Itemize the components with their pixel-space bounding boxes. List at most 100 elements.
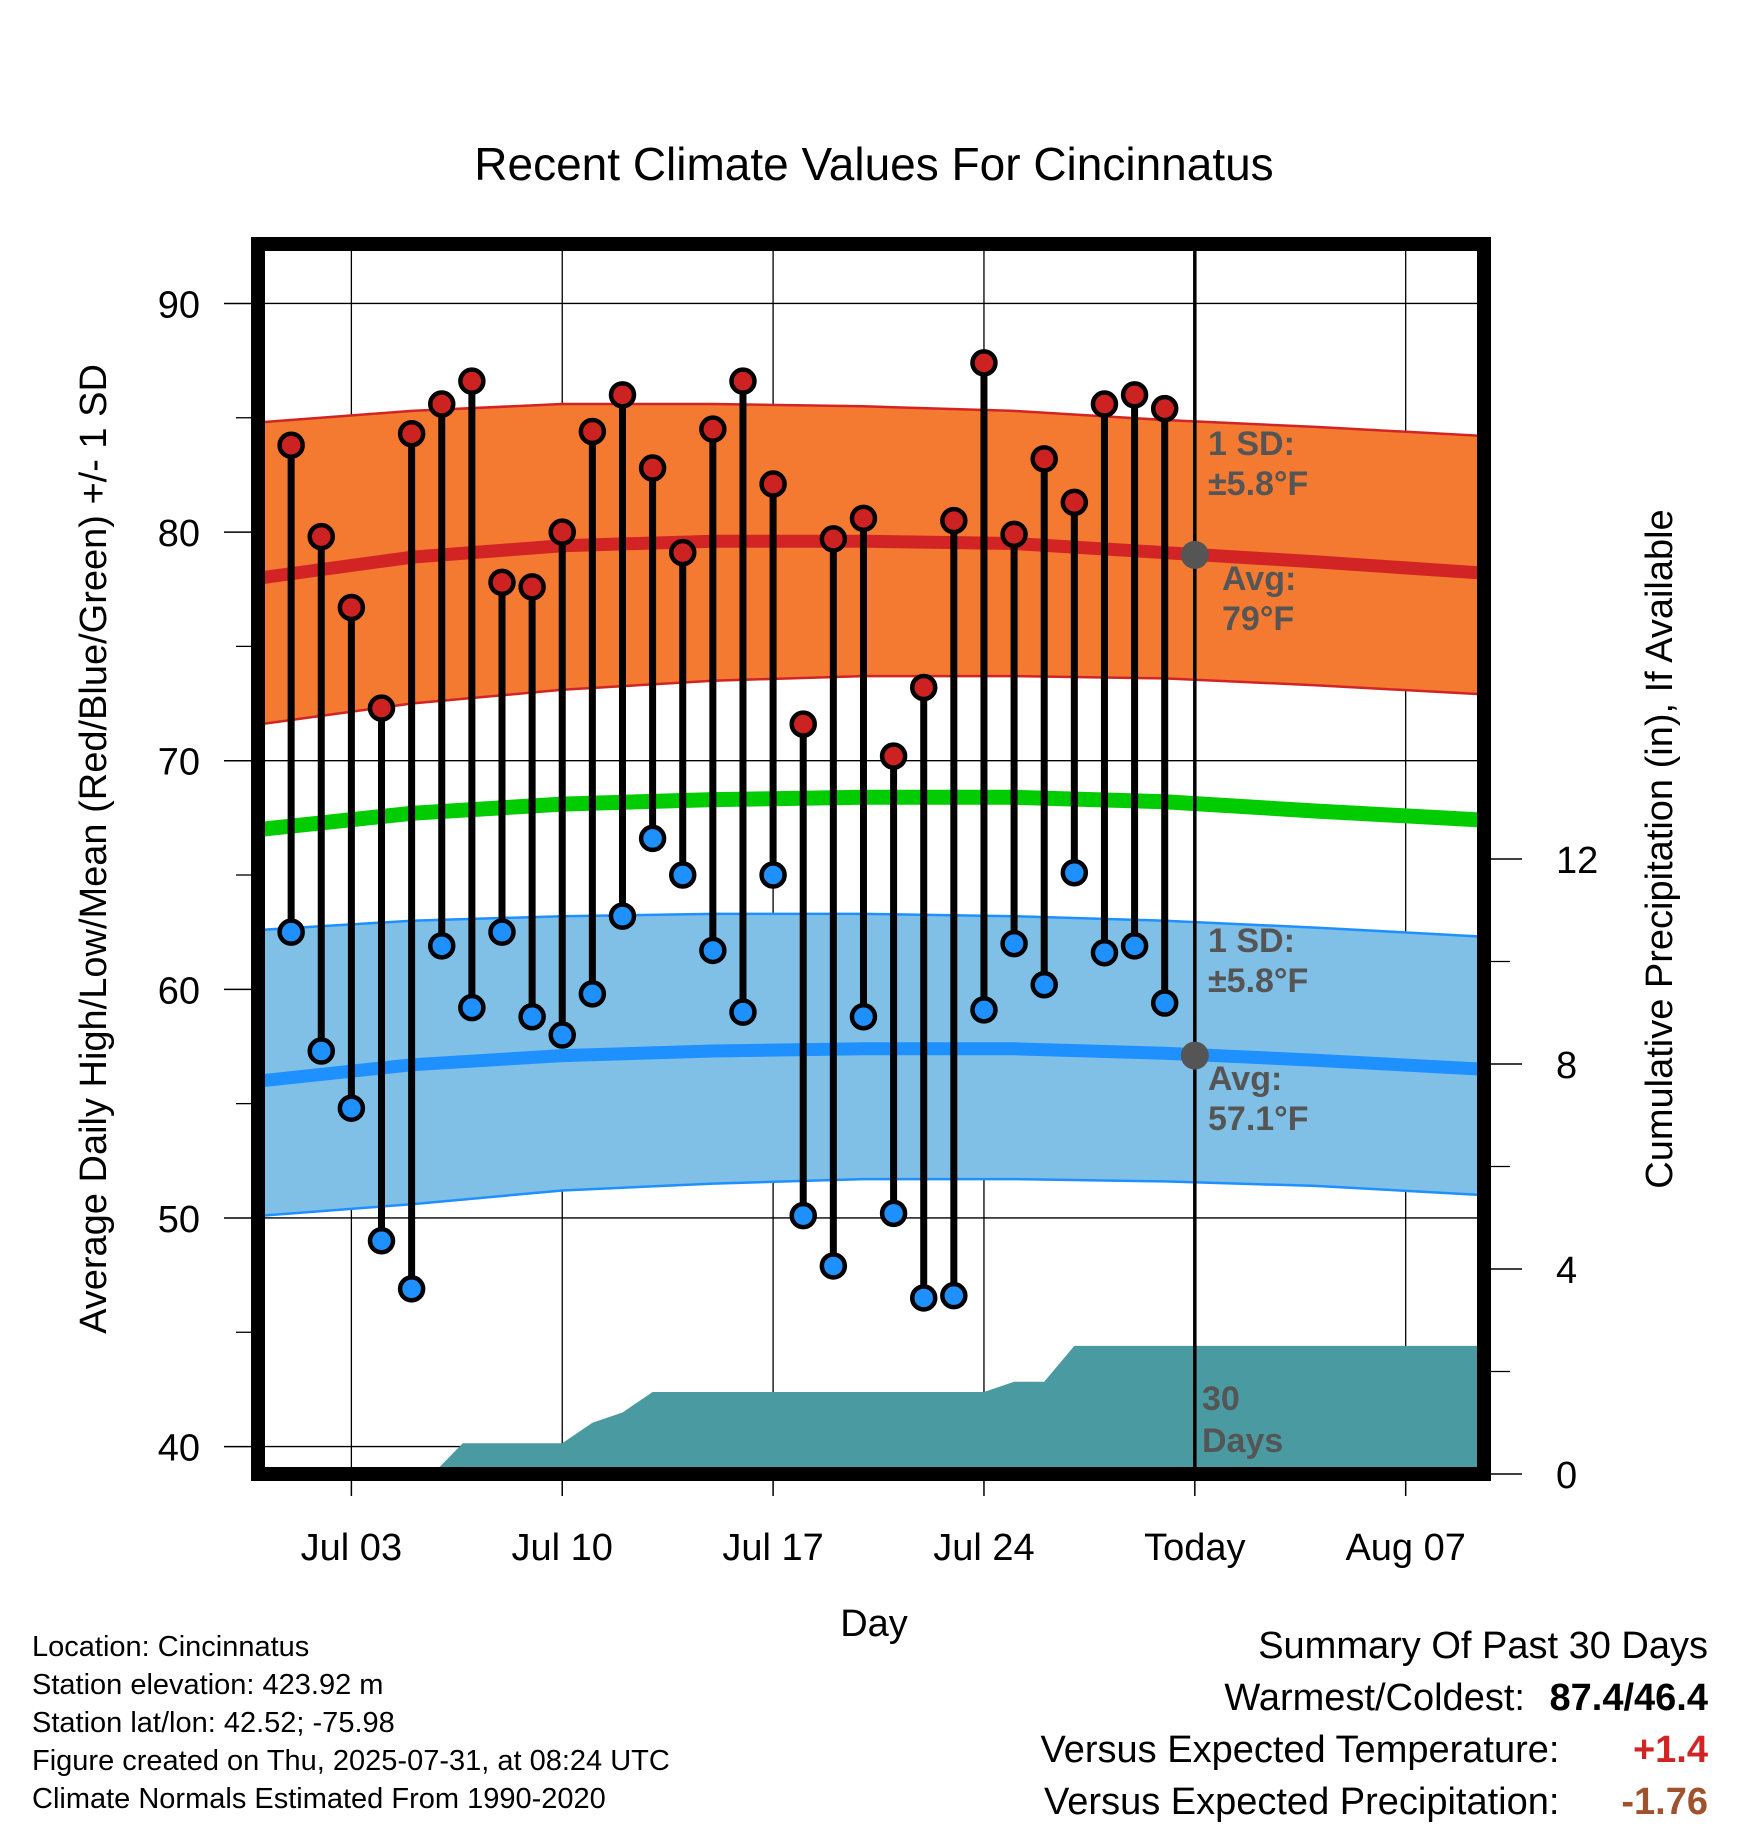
- daily-low-point: [1060, 858, 1089, 887]
- normals-text: Climate Normals Estimated From 1990-2020: [32, 1783, 606, 1815]
- daily-high-point: [819, 525, 848, 553]
- normal-high-sd-band: [261, 404, 1484, 725]
- low-sd-value: ±5.8°F: [1208, 962, 1308, 1000]
- x-tick-label: Aug 07: [1345, 1527, 1465, 1569]
- daily-low-point: [488, 918, 516, 946]
- daily-high-point: [970, 349, 998, 377]
- high-avg-value: 79°F: [1222, 600, 1294, 638]
- y-left-tick-label: 60: [158, 970, 200, 1012]
- daily-low-point: [970, 996, 998, 1024]
- daily-high-point: [909, 673, 938, 702]
- summary-panel: Summary Of Past 30 Days Warmest/Coldest:…: [1041, 1620, 1708, 1828]
- daily-low-point: [849, 1003, 878, 1031]
- daily-low-point: [819, 1252, 848, 1280]
- daily-high-point: [307, 522, 336, 551]
- latlon-text: Station lat/lon: 42.52; -75.98: [32, 1707, 395, 1739]
- daily-low-point: [789, 1201, 817, 1230]
- daily-low-point: [397, 1275, 426, 1303]
- summary-precip: Versus Expected Precipitation: -1.76: [1041, 1776, 1708, 1828]
- warm-cold-value: 87.4/46.4: [1549, 1677, 1708, 1719]
- location-text: Location: Cincinnatus: [32, 1631, 310, 1663]
- precip-days-number: 30: [1202, 1380, 1240, 1418]
- temp-value: +1.4: [1632, 1729, 1708, 1771]
- daily-high-point: [1120, 381, 1149, 409]
- daily-high-point: [397, 420, 426, 448]
- low-sd-label: 1 SD:: [1208, 922, 1295, 960]
- x-axis-label: Day: [840, 1603, 908, 1645]
- y-right-tick-label: 8: [1556, 1045, 1577, 1087]
- chart-title: Recent Climate Values For Cincinnatus: [474, 138, 1273, 190]
- daily-high-point: [1000, 520, 1028, 549]
- daily-low-point: [427, 932, 456, 960]
- created-text: Figure created on Thu, 2025-07-31, at 08…: [32, 1745, 670, 1777]
- y-right-tick-label: 4: [1556, 1250, 1577, 1292]
- daily-low-point: [638, 824, 667, 853]
- daily-high-point: [367, 694, 396, 722]
- daily-low-point: [578, 980, 607, 1008]
- high-sd-value: ±5.8°F: [1208, 465, 1308, 503]
- daily-high-point: [729, 367, 757, 395]
- daily-low-point: [879, 1199, 908, 1228]
- x-tick-label: Jul 24: [933, 1527, 1034, 1569]
- x-tick-label: Jul 03: [301, 1527, 402, 1569]
- daily-low-point: [518, 1003, 546, 1031]
- plot-frame: [251, 237, 1491, 1481]
- daily-low-point: [1090, 938, 1119, 967]
- y-left-tick-label: 40: [158, 1428, 200, 1470]
- daily-high-point: [608, 381, 637, 409]
- daily-high-point: [849, 504, 878, 533]
- daily-low-point: [1000, 929, 1028, 958]
- normal-low-lower-line: [260, 1177, 1484, 1217]
- y-axis-right-label: Cumulative Precipitation (in), If Availa…: [1639, 509, 1681, 1188]
- daily-high-point: [1060, 488, 1089, 517]
- daily-low-point: [940, 1281, 968, 1310]
- y-left-tick-label: 70: [158, 742, 200, 784]
- high-avg-label: Avg:: [1222, 560, 1296, 598]
- summary-warm-cold: Warmest/Coldest: 87.4/46.4: [1041, 1672, 1708, 1724]
- daily-low-point: [367, 1227, 396, 1255]
- daily-low-point: [759, 861, 787, 889]
- daily-high-point: [1030, 445, 1058, 473]
- daily-low-point: [1030, 970, 1058, 999]
- daily-high-point: [789, 710, 817, 738]
- normal-low-avg-line: [260, 1042, 1484, 1088]
- daily-low-point: [458, 993, 486, 1022]
- daily-low-point: [608, 902, 637, 930]
- low-avg-value: 57.1°F: [1208, 1100, 1309, 1138]
- elevation-text: Station elevation: 423.92 m: [32, 1669, 384, 1701]
- x-tick-label: Jul 10: [512, 1527, 613, 1569]
- daily-low-point: [277, 918, 305, 946]
- daily-low-point: [548, 1021, 576, 1049]
- daily-high-point: [427, 390, 456, 418]
- y-left-tick-label: 90: [158, 284, 200, 326]
- cumulative-precip-area: [432, 1345, 1484, 1474]
- daily-low-point: [1120, 932, 1149, 960]
- x-tick-label: Today: [1144, 1527, 1245, 1569]
- today-low-avg-marker: [1180, 1041, 1209, 1070]
- daily-high-point: [518, 573, 546, 601]
- daily-high-point: [699, 415, 727, 443]
- y-right-tick-label: 12: [1556, 840, 1598, 882]
- daily-high-point: [277, 431, 305, 459]
- warm-cold-label: Warmest/Coldest:: [1224, 1677, 1525, 1719]
- summary-temp: Versus Expected Temperature: +1.4: [1041, 1724, 1708, 1776]
- daily-high-point: [1150, 394, 1179, 423]
- daily-low-point: [337, 1094, 366, 1122]
- today-high-avg-marker: [1180, 540, 1209, 569]
- summary-heading: Summary Of Past 30 Days: [1258, 1625, 1708, 1667]
- precip-value: -1.76: [1621, 1781, 1708, 1823]
- daily-high-point: [940, 506, 968, 535]
- daily-low-point: [1150, 989, 1179, 1017]
- daily-high-point: [337, 593, 366, 622]
- low-avg-label: Avg:: [1208, 1060, 1282, 1098]
- y-left-tick-label: 80: [158, 513, 200, 555]
- daily-high-point: [548, 518, 576, 546]
- daily-low-point: [729, 998, 757, 1026]
- normal-high-upper-line: [260, 402, 1484, 438]
- daily-high-point: [578, 417, 607, 446]
- x-tick-label: Jul 17: [722, 1527, 823, 1569]
- y-right-tick-label: 0: [1556, 1455, 1577, 1497]
- daily-low-point: [668, 861, 697, 889]
